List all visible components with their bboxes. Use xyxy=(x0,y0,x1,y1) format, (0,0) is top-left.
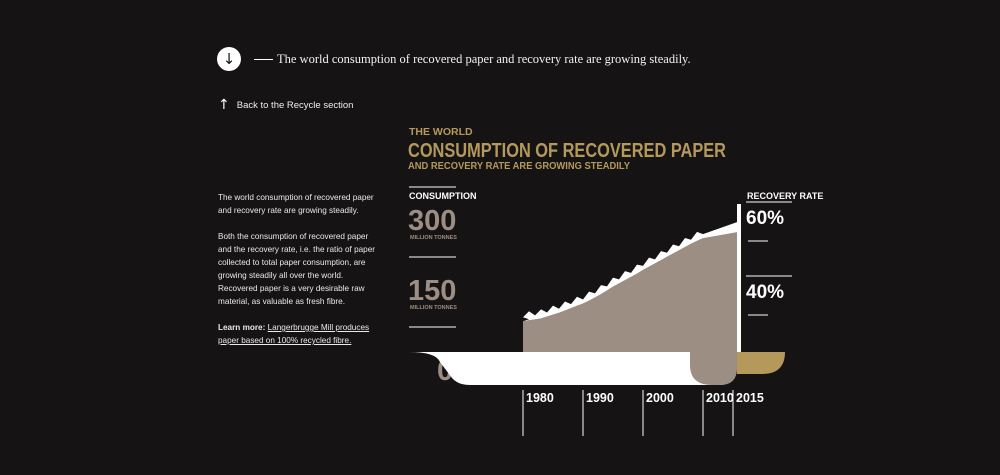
intro-row: ↓ The world consumption of recovered pap… xyxy=(217,46,691,72)
article-paragraph-2: Both the consumption of recovered paper … xyxy=(218,232,376,306)
consumption-paper-edge xyxy=(523,222,737,322)
chart-title-line3: AND RECOVERY RATE ARE GROWING STEADILY xyxy=(408,160,630,172)
paper-base xyxy=(409,352,690,385)
x-tick-label: 1990 xyxy=(586,391,614,405)
learn-more-label: Learn more: xyxy=(218,323,266,332)
article-paragraph-1: The world consumption of recovered paper… xyxy=(218,193,374,215)
right-tick-label: 40% xyxy=(746,282,784,303)
consumption-area xyxy=(523,230,737,352)
x-tick-label: 2015 xyxy=(736,391,764,405)
chart-title-line1: THE WORLD xyxy=(409,126,473,138)
x-tick-label: 2010 xyxy=(706,391,734,405)
x-tick-label: 2000 xyxy=(646,391,674,405)
learn-more-link[interactable]: Langerbrugge Mill produces paper based o… xyxy=(218,323,370,345)
intro-text: The world consumption of recovered paper… xyxy=(277,51,691,66)
left-axis-label: CONSUMPTION xyxy=(409,191,477,201)
back-link[interactable]: ↑ Back to the Recycle section xyxy=(218,97,353,113)
learn-more: Learn more: Langerbrugge Mill produces p… xyxy=(218,321,378,347)
chart-title-line2: CONSUMPTION OF RECOVERED PAPER xyxy=(408,140,726,162)
right-axis-ticks: 60% 40% xyxy=(746,201,792,316)
scroll-down-button[interactable]: ↓ xyxy=(217,47,241,71)
article-text: The world consumption of recovered paper… xyxy=(218,191,378,360)
recovery-roll xyxy=(737,352,785,374)
left-tick-label: 150 xyxy=(408,275,456,307)
arrow-down-icon: ↓ xyxy=(222,50,236,68)
right-axis-label: RECOVERY RATE xyxy=(747,191,823,201)
back-link-label: Back to the Recycle section xyxy=(236,99,354,111)
arrow-up-icon: ↑ xyxy=(218,97,230,113)
dash-divider xyxy=(254,58,273,60)
x-tick-label: 1980 xyxy=(526,391,554,405)
paper-sheet-edge xyxy=(737,204,741,354)
left-tick-unit: MILLION TONNES xyxy=(410,305,457,311)
x-axis-ticks: 1980 1990 2000 2010 2015 xyxy=(522,390,764,436)
right-tick-label: 60% xyxy=(746,208,784,229)
left-tick-label: 300 xyxy=(408,205,456,237)
left-tick-unit: MILLION TONNES xyxy=(410,235,457,241)
paper-roll xyxy=(690,352,737,385)
